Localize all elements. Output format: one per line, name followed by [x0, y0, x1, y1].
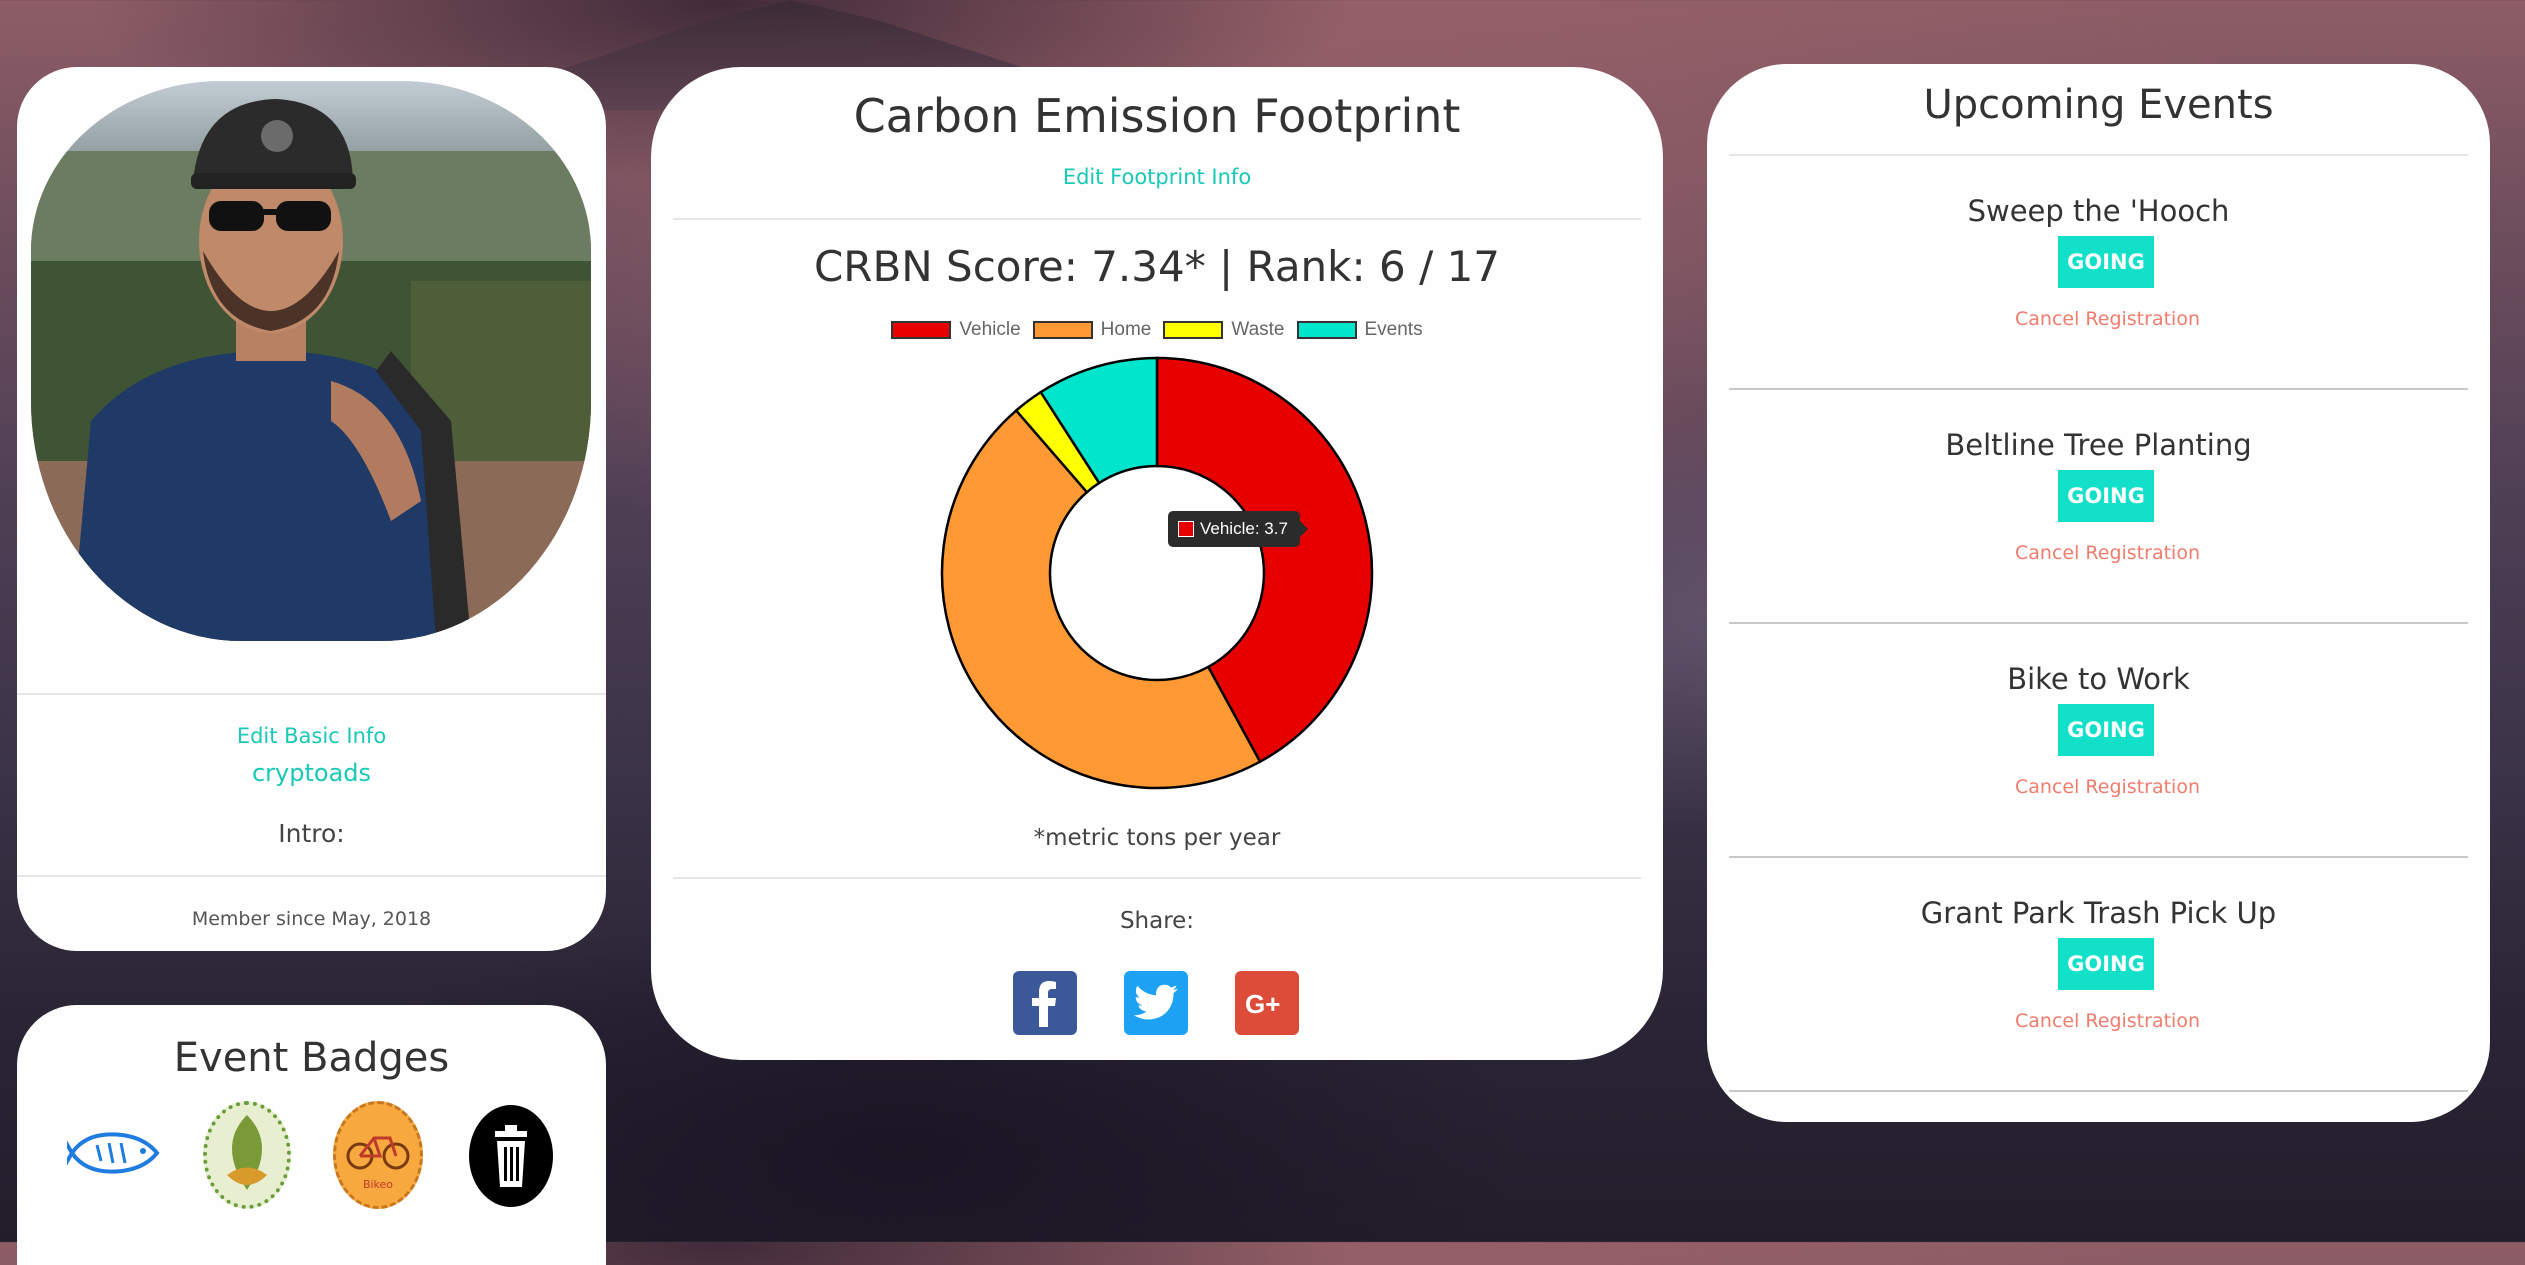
event-badges-title: Event Badges	[173, 1035, 450, 1081]
facebook-share-button[interactable]	[1013, 971, 1077, 1035]
twitter-share-button[interactable]	[1124, 971, 1188, 1035]
chart-legend: Vehicle Home Waste Events	[651, 319, 1663, 343]
carbon-donut-chart	[940, 356, 1374, 790]
facebook-icon	[1032, 981, 1056, 1027]
share-label: Share:	[1119, 908, 1195, 934]
legend-label: Home	[1100, 319, 1152, 340]
cancel-registration-link[interactable]: Cancel Registration	[2015, 776, 2200, 798]
legend-label: Vehicle	[959, 319, 1021, 340]
chart-tooltip: Vehicle: 3.7	[1168, 511, 1308, 547]
tooltip-arrow	[1299, 521, 1308, 537]
legend-swatch	[1032, 321, 1093, 339]
legend-swatch	[1163, 321, 1224, 339]
going-button[interactable]: GOING	[2058, 470, 2154, 522]
trash-badge-icon[interactable]	[469, 1105, 553, 1207]
legend-swatch	[891, 321, 952, 339]
event-item: Sweep the 'Hooch GOING Cancel Registrati…	[1707, 156, 2490, 390]
google-plus-icon: G+	[1245, 989, 1280, 1019]
legend-swatch	[1296, 321, 1357, 339]
legend-item-vehicle[interactable]: Vehicle	[891, 319, 1021, 341]
intro-label: Intro:	[278, 819, 345, 848]
event-title: Grant Park Trash Pick Up	[1920, 896, 2277, 930]
tooltip-text: Vehicle: 3.7	[1200, 519, 1288, 538]
legend-label: Events	[1364, 319, 1423, 340]
cancel-registration-link[interactable]: Cancel Registration	[2015, 542, 2200, 564]
legend-item-events[interactable]: Events	[1296, 319, 1423, 341]
divider	[17, 875, 606, 877]
twitter-icon	[1134, 984, 1178, 1020]
divider	[673, 218, 1641, 220]
upcoming-events-card: Upcoming Events Sweep the 'Hooch GOING C…	[1707, 64, 2490, 1122]
cancel-registration-link[interactable]: Cancel Registration	[2015, 1010, 2200, 1032]
member-since-text: Member since May, 2018	[191, 908, 432, 930]
carbon-footprint-card: Carbon Emission Footprint Edit Footprint…	[651, 67, 1663, 1060]
edit-footprint-info-link[interactable]: Edit Footprint Info	[1062, 165, 1252, 189]
profile-photo	[31, 81, 591, 641]
svg-text:Bikeo: Bikeo	[363, 1178, 393, 1191]
going-button[interactable]: GOING	[2058, 704, 2154, 756]
donut-slice-events[interactable]	[1039, 356, 1159, 485]
going-button[interactable]: GOING	[2058, 938, 2154, 990]
event-item: Grant Park Trash Pick Up GOING Cancel Re…	[1707, 858, 2490, 1092]
event-item: Beltline Tree Planting GOING Cancel Regi…	[1707, 390, 2490, 624]
event-title: Beltline Tree Planting	[1945, 428, 2252, 462]
divider	[1729, 856, 2468, 858]
legend-item-waste[interactable]: Waste	[1163, 319, 1285, 341]
profile-photo-illustration	[31, 81, 591, 641]
event-title: Bike to Work	[2007, 662, 2190, 696]
bike-badge-icon[interactable]: Bikeo	[333, 1101, 423, 1209]
legend-item-home[interactable]: Home	[1032, 319, 1152, 341]
footprint-title: Carbon Emission Footprint	[853, 89, 1461, 143]
event-item: Bike to Work GOING Cancel Registration	[1707, 624, 2490, 858]
event-badges-card: Event Badges Bikeo	[17, 1005, 606, 1265]
divider	[1729, 154, 2468, 156]
edit-basic-info-link[interactable]: Edit Basic Info	[236, 724, 387, 748]
cancel-registration-link[interactable]: Cancel Registration	[2015, 308, 2200, 330]
tooltip-swatch	[1178, 521, 1194, 537]
google-plus-share-button[interactable]: G+	[1235, 971, 1299, 1035]
svg-text:G+: G+	[1245, 989, 1280, 1019]
divider	[1729, 388, 2468, 390]
divider	[1729, 622, 2468, 624]
profile-card: Edit Basic Info cryptoads Intro: Member …	[17, 67, 606, 951]
upcoming-events-title: Upcoming Events	[1923, 82, 2274, 128]
tree-leaves-badge-icon[interactable]	[203, 1101, 291, 1209]
divider	[1729, 1090, 2468, 1092]
donut-slice-home[interactable]	[940, 408, 1262, 790]
going-button[interactable]: GOING	[2058, 236, 2154, 288]
chart-footnote: *metric tons per year	[1033, 825, 1281, 851]
event-title: Sweep the 'Hooch	[1967, 194, 2230, 228]
divider	[673, 877, 1641, 879]
fish-badge-icon[interactable]	[63, 1123, 162, 1183]
username-link[interactable]: cryptoads	[251, 759, 372, 787]
legend-label: Waste	[1231, 319, 1285, 340]
crbn-score-rank: CRBN Score: 7.34* | Rank: 6 / 17	[813, 242, 1501, 291]
divider	[17, 693, 606, 695]
